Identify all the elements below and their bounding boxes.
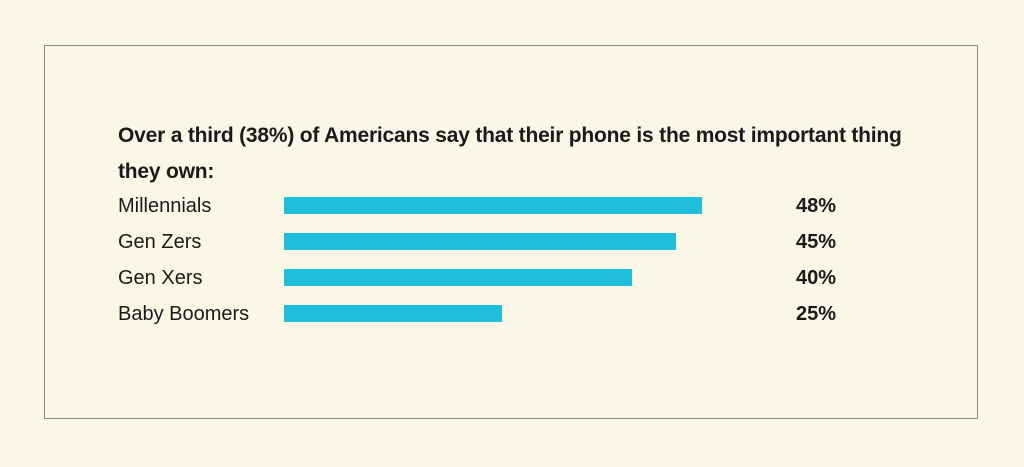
bar (284, 233, 676, 250)
category-label: Gen Zers (118, 231, 202, 253)
value-label: 25% (796, 303, 837, 325)
bar (284, 197, 702, 214)
bar (284, 269, 632, 286)
value-label: 48% (796, 195, 837, 217)
category-label: Gen Xers (118, 267, 203, 289)
value-label: 45% (796, 231, 837, 253)
chart-title: Over a third (38%) of Americans say that… (118, 124, 902, 183)
value-label: 40% (796, 267, 837, 289)
category-label: Millennials (118, 195, 212, 217)
category-label: Baby Boomers (118, 303, 250, 325)
bar (284, 305, 502, 322)
chart-frame (44, 45, 978, 419)
